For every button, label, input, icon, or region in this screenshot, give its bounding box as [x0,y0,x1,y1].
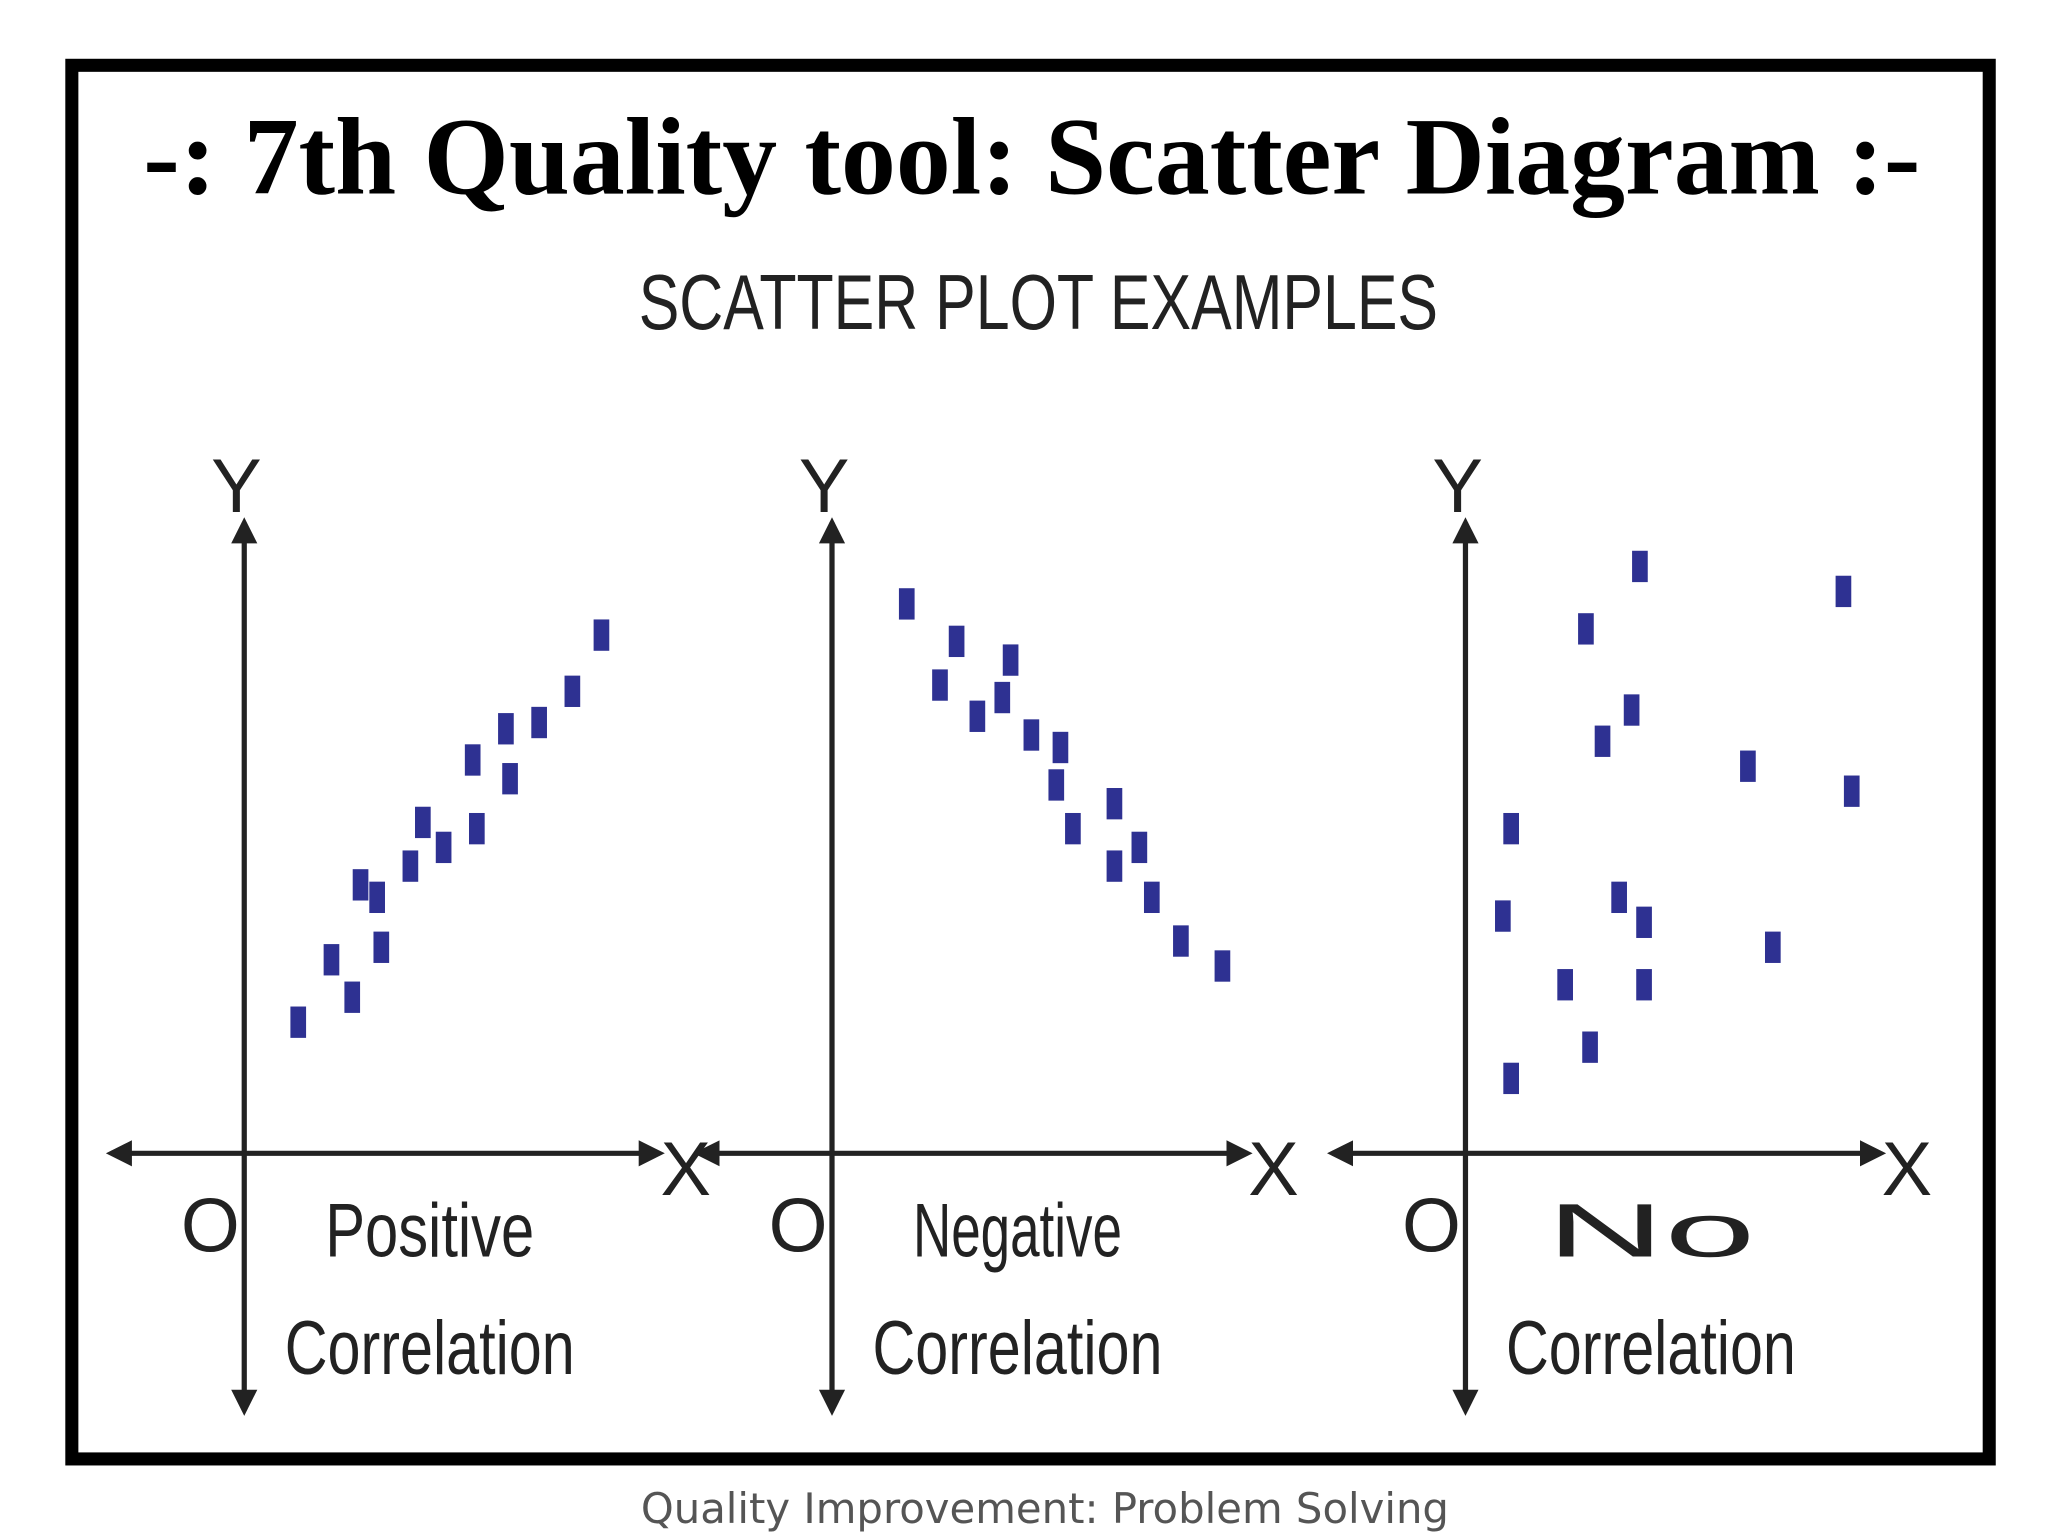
caption: Correlation [1506,1306,1796,1391]
point [1636,906,1652,938]
point [344,981,361,1013]
point [464,744,481,776]
point [1106,788,1123,820]
y-axis-label: Y [1432,444,1483,529]
point [1214,950,1231,982]
point [1106,850,1123,882]
point [1578,613,1594,645]
point [415,806,431,839]
point [932,669,948,701]
point [1065,812,1081,845]
point [1495,900,1511,932]
point [564,675,581,707]
point [435,831,452,864]
point [948,625,965,658]
point [1023,719,1040,751]
slide-title: -: 7th Quality tool: Scatter Diagram :- [143,95,1920,217]
point [1002,644,1019,676]
point [1843,775,1860,807]
point [994,681,1011,714]
point [1048,769,1065,801]
slide-frame [65,58,1996,1466]
point [369,881,385,914]
point [1131,831,1148,864]
point [593,619,610,651]
point [898,588,915,620]
point [1143,881,1160,914]
point [402,850,419,882]
x-axis-label: X [1248,1127,1299,1212]
caption: No [1546,1188,1755,1273]
origin-label: O [181,1183,240,1268]
point [290,1006,307,1038]
point [1173,925,1189,957]
caption: Correlation [285,1306,575,1391]
point [1632,550,1648,583]
point [1764,931,1781,963]
caption: Negative [913,1188,1122,1273]
y-axis-label: Y [799,444,850,529]
point [352,869,369,901]
point [531,706,547,739]
point [1636,969,1652,1001]
point [1557,969,1573,1001]
point [1623,694,1640,726]
x-axis-label: X [1882,1127,1933,1212]
footer: Quality Improvement: Problem Solving [641,1484,1449,1533]
point [373,931,390,963]
point [1835,575,1852,608]
origin-label: O [769,1183,828,1268]
point [1503,812,1519,845]
point [1052,731,1069,764]
point [469,812,485,845]
point [1503,1062,1519,1095]
point [498,713,514,745]
caption: Correlation [872,1306,1162,1391]
origin-label: O [1402,1183,1461,1268]
point [1611,881,1627,914]
point [1740,750,1756,782]
point [502,763,518,795]
caption: Positive [325,1188,534,1273]
point [1582,1031,1598,1063]
point [323,944,340,976]
subtitle: SCATTER PLOT EXAMPLES [639,258,1438,346]
x-axis-label: X [660,1127,711,1212]
point [969,700,986,732]
point [1594,725,1611,757]
y-axis-label: Y [211,444,262,529]
